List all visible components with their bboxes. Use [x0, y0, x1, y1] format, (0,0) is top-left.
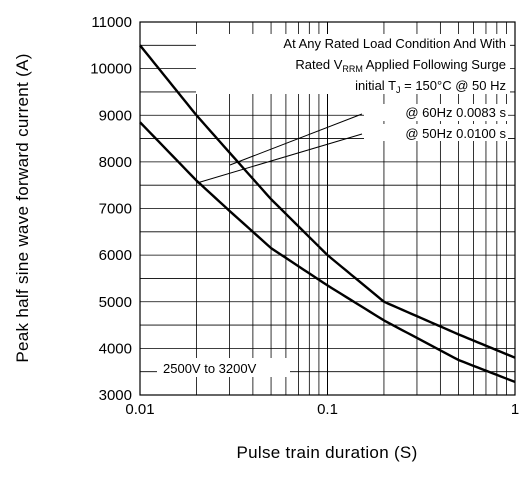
y-tick-label: 10000 [90, 61, 132, 78]
series-group [139, 44, 516, 384]
y-axis-label: Peak half sine wave forward current (A) [13, 53, 32, 362]
series-curve-1 [139, 44, 516, 359]
pointer-50hz-box [364, 124, 508, 141]
y-tick-label: 5000 [99, 294, 132, 311]
annotation-line-2: Rated VRRM Applied Following Surge [295, 57, 506, 74]
tick-labels: 3000 4000 5000 6000 7000 8000 9000 10000 11000 0.… [90, 14, 519, 418]
series-curve-2 [139, 121, 516, 384]
voltage-range-box [157, 358, 290, 377]
annotation-box [196, 34, 510, 94]
y-tick-label: 4000 [99, 340, 132, 357]
x-axis-label: Pulse train duration (S) [236, 443, 417, 462]
y-tick-label: 11000 [91, 14, 132, 31]
y-tick-label: 8000 [99, 154, 132, 171]
pointer-50hz-label: @ 50Hz 0.0100 s [405, 126, 506, 141]
pointer-60hz-label: @ 60Hz 0.0083 s [405, 105, 506, 120]
y-tick-label: 7000 [99, 201, 132, 218]
pointer-line-50hz [196, 133, 363, 184]
voltage-range-label: 2500V to 3200V [163, 361, 257, 376]
pointer-60hz-box [364, 104, 508, 121]
y-tick-label: 3000 [99, 387, 132, 404]
x-tick-label: 0.1 [317, 401, 338, 418]
y-tick-label: 6000 [99, 247, 132, 264]
pointer-line-60hz [229, 113, 363, 166]
plot-frame [139, 21, 516, 396]
x-tick-label: 0.01 [125, 401, 154, 418]
annotation-line-3: initial TJ = 150°C @ 50 Hz [355, 78, 506, 95]
y-tick-label: 9000 [99, 107, 132, 124]
x-tick-label: 1 [511, 401, 519, 418]
annotation-line-1: At Any Rated Load Condition And With [283, 36, 506, 51]
